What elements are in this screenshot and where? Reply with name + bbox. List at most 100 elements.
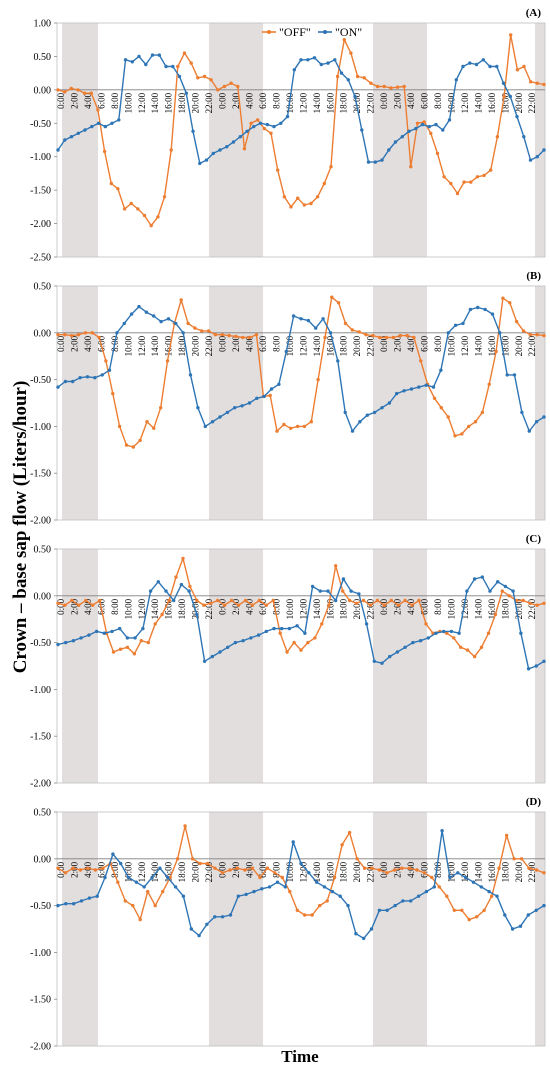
- x-tick-label: 2:00: [70, 335, 80, 352]
- data-point-off: [515, 68, 520, 72]
- x-tick-label: 2:00: [231, 335, 241, 352]
- data-point-off: [62, 90, 67, 94]
- data-point-off: [535, 81, 539, 85]
- data-point-off: [280, 875, 284, 880]
- data-point-off: [325, 899, 329, 903]
- data-point-off: [405, 333, 409, 338]
- data-point-on: [96, 121, 101, 126]
- data-point-off: [222, 84, 227, 89]
- data-point-on: [362, 936, 366, 941]
- x-tick-label: 12:00: [137, 335, 147, 356]
- data-point-on: [457, 631, 461, 635]
- x-tick-label: 14:00: [312, 92, 322, 113]
- x-tick-label: 18:00: [177, 861, 187, 882]
- data-point-on: [315, 880, 319, 884]
- data-point-off: [227, 333, 231, 338]
- x-axis-title: Time: [281, 1047, 319, 1066]
- data-point-on: [218, 148, 222, 152]
- data-point-on: [118, 626, 122, 631]
- data-point-off: [282, 422, 286, 427]
- plot-area: [56, 22, 546, 258]
- data-point-off: [176, 64, 180, 69]
- data-point-off: [179, 298, 183, 302]
- data-point-off: [295, 424, 300, 429]
- x-tick-label: 0:00: [56, 598, 66, 615]
- data-point-on: [496, 580, 500, 584]
- data-point-off: [343, 321, 348, 326]
- data-point-on: [326, 61, 330, 65]
- data-point-on: [87, 633, 91, 637]
- data-point-off: [288, 889, 292, 894]
- x-tick-label: 20:00: [514, 335, 524, 356]
- x-tick-label: 0:00: [56, 92, 66, 109]
- data-point-on: [103, 875, 107, 880]
- data-point-off: [242, 147, 247, 151]
- data-point-on: [420, 122, 425, 127]
- data-point-on: [481, 58, 485, 62]
- data-point-off: [435, 151, 440, 156]
- data-point-on: [511, 589, 515, 593]
- data-point-on: [137, 54, 141, 59]
- data-point-off: [460, 908, 464, 912]
- night-band: [62, 23, 98, 257]
- data-point-off: [269, 131, 273, 135]
- data-point-off: [370, 866, 374, 870]
- data-point-off: [243, 868, 247, 872]
- x-tick-label: 14:00: [150, 92, 160, 113]
- data-point-off: [146, 889, 150, 894]
- data-point-off: [91, 603, 95, 607]
- x-tick-label: 14:00: [473, 861, 483, 882]
- data-point-on: [110, 629, 114, 634]
- data-point-on: [380, 158, 384, 162]
- y-tick-label: -2.50: [30, 253, 51, 264]
- data-point-off: [131, 903, 135, 908]
- data-point-on: [454, 78, 458, 82]
- x-tick-label: 14:00: [150, 335, 160, 356]
- data-point-off: [368, 603, 373, 607]
- data-point-on: [490, 312, 495, 316]
- data-point-off: [400, 866, 404, 870]
- data-point-on: [156, 580, 160, 584]
- data-point-on: [130, 60, 134, 64]
- data-point-on: [159, 319, 163, 324]
- data-point-off: [205, 861, 210, 866]
- data-point-off: [439, 406, 443, 410]
- data-point-on: [129, 312, 134, 316]
- y-tick-label: -1.50: [30, 186, 51, 197]
- night-band: [535, 23, 545, 257]
- chart-panel-d: 0.500.00-0.50-1.00-1.50-2.000:002:004:00…: [30, 796, 546, 1053]
- data-point-off: [521, 329, 526, 333]
- data-point-off: [327, 603, 331, 607]
- y-tick-label: 0.00: [34, 328, 52, 339]
- data-point-off: [357, 330, 361, 334]
- x-tick-label: 16:00: [487, 861, 497, 882]
- data-point-off: [250, 603, 255, 607]
- x-tick-label: 8:00: [110, 92, 120, 109]
- data-point-on: [110, 121, 114, 126]
- x-tick-label: 10:00: [446, 861, 456, 882]
- data-point-off: [138, 917, 142, 922]
- data-point-on: [424, 889, 429, 894]
- x-tick-label: 14:00: [312, 335, 322, 356]
- data-point-on: [328, 331, 333, 335]
- x-tick-label: 22:00: [527, 598, 537, 619]
- x-tick-label: 0:00: [56, 335, 66, 352]
- x-tick-label: 16:00: [164, 335, 174, 356]
- data-point-on: [272, 124, 276, 129]
- data-point-on: [534, 420, 539, 424]
- data-point-off: [422, 871, 427, 875]
- data-point-on: [446, 331, 450, 335]
- data-point-on: [184, 91, 188, 95]
- x-tick-label: 16:00: [325, 861, 335, 882]
- data-point-off: [389, 86, 393, 90]
- data-point-on: [285, 114, 290, 119]
- data-point-on: [373, 160, 377, 164]
- data-point-on: [395, 391, 399, 396]
- data-point-off: [289, 426, 293, 430]
- data-point-on: [63, 138, 67, 142]
- data-point-on: [291, 840, 295, 844]
- data-point-off: [521, 598, 525, 603]
- data-point-off: [116, 880, 120, 884]
- x-tick-label: 2:00: [393, 92, 403, 109]
